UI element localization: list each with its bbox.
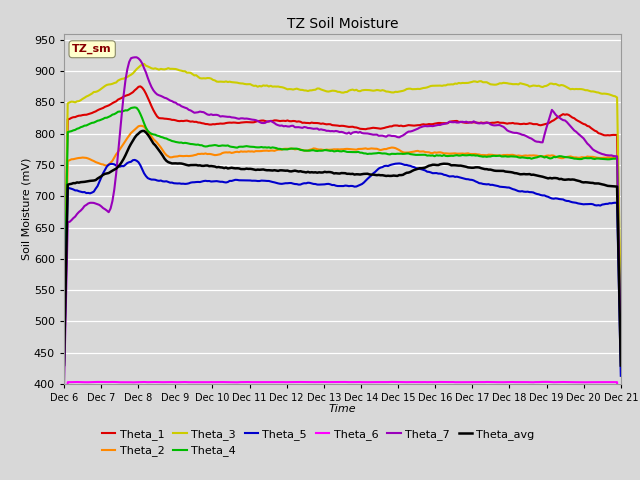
Title: TZ Soil Moisture: TZ Soil Moisture <box>287 17 398 31</box>
Legend: Theta_1, Theta_2, Theta_3, Theta_4, Theta_5, Theta_6, Theta_7, Theta_avg: Theta_1, Theta_2, Theta_3, Theta_4, Thet… <box>97 425 539 461</box>
Text: TZ_sm: TZ_sm <box>72 44 112 54</box>
X-axis label: Time: Time <box>328 405 356 414</box>
Y-axis label: Soil Moisture (mV): Soil Moisture (mV) <box>21 157 31 260</box>
